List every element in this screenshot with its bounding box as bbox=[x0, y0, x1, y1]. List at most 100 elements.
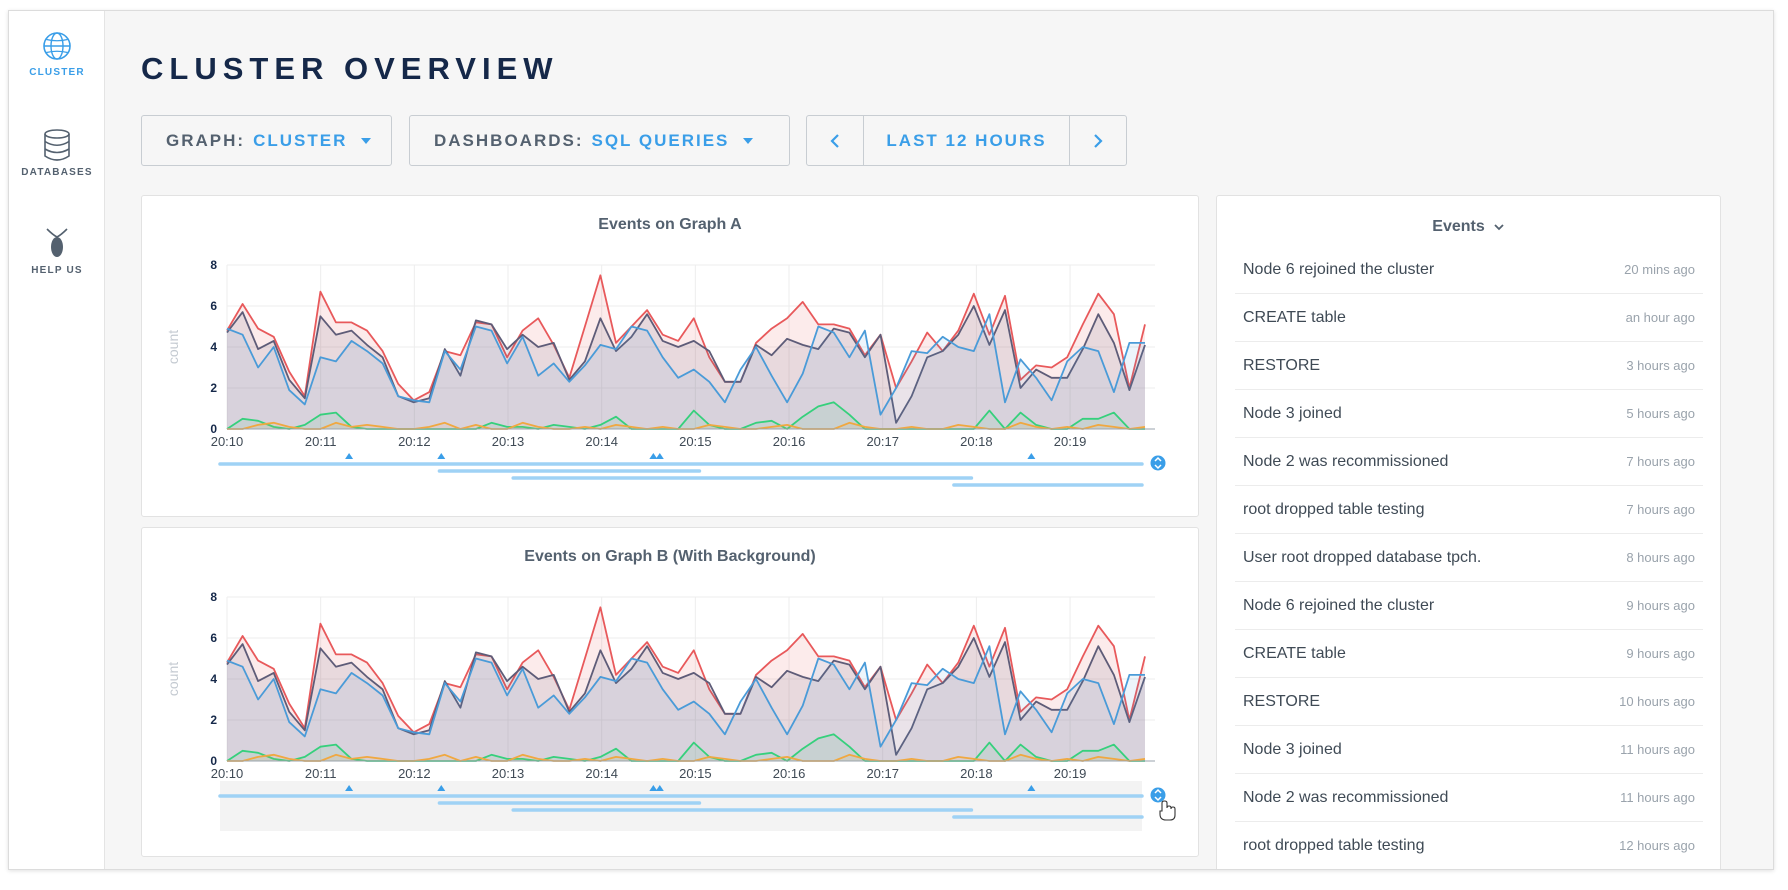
series-area-green bbox=[227, 734, 1145, 761]
event-row[interactable]: RESTORE 10 hours ago bbox=[1235, 678, 1703, 726]
timeline-marker[interactable] bbox=[345, 785, 354, 791]
event-time: 7 hours ago bbox=[1626, 454, 1695, 469]
timeline-expand-icon[interactable] bbox=[1150, 455, 1166, 471]
dashboard-dropdown-label: DASHBOARDS: bbox=[434, 130, 584, 150]
y-tick-label: 4 bbox=[210, 672, 217, 686]
page-title: CLUSTER OVERVIEW bbox=[141, 51, 559, 86]
event-row[interactable]: Node 2 was recommissioned 7 hours ago bbox=[1235, 438, 1703, 486]
event-row[interactable]: root dropped table testing 7 hours ago bbox=[1235, 486, 1703, 534]
nav-item-databases[interactable]: DATABASES bbox=[9, 129, 105, 178]
nav-label-cluster: CLUSTER bbox=[29, 67, 85, 78]
y-tick-label: 8 bbox=[210, 258, 217, 272]
x-tick-label: 20:13 bbox=[492, 434, 525, 449]
event-row[interactable]: CREATE table an hour ago bbox=[1235, 294, 1703, 342]
series-area-purple bbox=[227, 306, 1145, 429]
event-row[interactable]: Node 6 rejoined the cluster 20 mins ago bbox=[1235, 246, 1703, 294]
timeline-marker[interactable] bbox=[437, 453, 446, 459]
caret-down-icon bbox=[361, 137, 372, 144]
timeline-marker[interactable] bbox=[1027, 453, 1036, 459]
event-text: CREATE table bbox=[1243, 644, 1346, 662]
x-tick-label: 20:15 bbox=[679, 766, 712, 781]
timeline-expand-icon[interactable] bbox=[1150, 787, 1166, 803]
nav-label-databases: DATABASES bbox=[21, 167, 93, 178]
event-row[interactable]: root dropped table testing 12 hours ago bbox=[1235, 822, 1703, 869]
event-row[interactable]: Node 3 joined 11 hours ago bbox=[1235, 726, 1703, 774]
event-row[interactable]: Node 6 rejoined the cluster 9 hours ago bbox=[1235, 582, 1703, 630]
y-axis-label: count bbox=[165, 330, 181, 364]
event-time: 5 hours ago bbox=[1626, 406, 1695, 421]
event-time: 9 hours ago bbox=[1626, 598, 1695, 613]
series-line-blue[interactable] bbox=[226, 645, 1145, 748]
series-area-red bbox=[227, 607, 1145, 761]
hand-cursor-icon bbox=[1159, 800, 1176, 821]
graph-a-chart[interactable]: 0 2 4 6 8 20:10 20:11 20:12 20:13 20:14 20:15 20:16… bbox=[142, 196, 1200, 518]
sidebar: CLUSTER DATABASES HELP US bbox=[9, 11, 105, 869]
timeline-marker[interactable] bbox=[345, 453, 354, 459]
event-text: Node 2 was recommissioned bbox=[1243, 452, 1449, 470]
chevron-down-icon bbox=[1494, 224, 1504, 231]
event-row[interactable]: User root dropped database tpch. 8 hours … bbox=[1235, 534, 1703, 582]
timeline-marker[interactable] bbox=[649, 453, 658, 459]
timeline-marker[interactable] bbox=[437, 785, 446, 791]
dashboard-dropdown[interactable]: DASHBOARDS: SQL QUERIES bbox=[409, 115, 790, 166]
events-panel-title: Events bbox=[1432, 218, 1485, 235]
y-tick-label: 0 bbox=[210, 754, 217, 768]
x-tick-label: 20:12 bbox=[398, 766, 431, 781]
x-tick-label: 20:18 bbox=[960, 434, 993, 449]
event-time: an hour ago bbox=[1625, 310, 1695, 325]
graph-dropdown[interactable]: GRAPH: CLUSTER bbox=[141, 115, 392, 166]
series-area-red bbox=[227, 275, 1145, 429]
y-tick-label: 4 bbox=[210, 340, 217, 354]
events-panel-header[interactable]: Events bbox=[1217, 218, 1720, 236]
event-row[interactable]: RESTORE 3 hours ago bbox=[1235, 342, 1703, 390]
database-icon bbox=[44, 129, 70, 161]
event-text: Node 2 was recommissioned bbox=[1243, 788, 1449, 806]
x-tick-label: 20:10 bbox=[211, 766, 244, 781]
time-range-next-button[interactable] bbox=[1070, 116, 1126, 165]
chevron-right-icon bbox=[1094, 133, 1103, 148]
event-time: 11 hours ago bbox=[1620, 742, 1695, 757]
dashboard-dropdown-value: SQL QUERIES bbox=[591, 130, 730, 150]
nav-label-help-us: HELP US bbox=[31, 265, 83, 276]
nav-item-cluster[interactable]: CLUSTER bbox=[9, 31, 105, 78]
series-line-purple[interactable] bbox=[226, 637, 1146, 756]
x-tick-label: 20:11 bbox=[305, 434, 337, 449]
x-tick-label: 20:12 bbox=[398, 434, 431, 449]
y-tick-label: 6 bbox=[210, 631, 217, 645]
timeline-marker[interactable] bbox=[649, 785, 658, 791]
event-text: Node 3 joined bbox=[1243, 404, 1342, 422]
y-tick-label: 8 bbox=[210, 590, 217, 604]
event-row[interactable]: CREATE table 9 hours ago bbox=[1235, 630, 1703, 678]
event-row[interactable]: Node 3 joined 5 hours ago bbox=[1235, 390, 1703, 438]
graph-dropdown-value: CLUSTER bbox=[253, 130, 348, 150]
x-tick-label: 20:10 bbox=[211, 434, 244, 449]
x-tick-label: 20:19 bbox=[1054, 766, 1087, 781]
event-text: User root dropped database tpch. bbox=[1243, 548, 1482, 566]
timeline-marker[interactable] bbox=[655, 453, 664, 459]
y-tick-label: 2 bbox=[210, 381, 217, 395]
event-row[interactable]: Node 2 was recommissioned 11 hours ago bbox=[1235, 774, 1703, 822]
app-window: CLUSTER DATABASES HELP US CLUSTER OVERVI… bbox=[8, 10, 1774, 870]
event-time: 11 hours ago bbox=[1620, 790, 1695, 805]
timeline-marker[interactable] bbox=[1027, 785, 1036, 791]
y-tick-label: 2 bbox=[210, 713, 217, 727]
time-range-selector: LAST 12 HOURS bbox=[806, 115, 1127, 166]
timeline-marker[interactable] bbox=[655, 785, 664, 791]
time-range-prev-button[interactable] bbox=[807, 116, 863, 165]
x-tick-label: 20:13 bbox=[492, 766, 525, 781]
caret-down-icon bbox=[743, 137, 754, 144]
graph-b-chart[interactable]: 0 2 4 6 8 20:10 20:11 20:12 20:13 20:14 20:15 20:16… bbox=[142, 528, 1200, 858]
x-tick-label: 20:18 bbox=[960, 766, 993, 781]
event-text: Node 6 rejoined the cluster bbox=[1243, 260, 1435, 278]
series-line-purple[interactable] bbox=[226, 305, 1146, 424]
event-time: 7 hours ago bbox=[1626, 502, 1695, 517]
time-range-label[interactable]: LAST 12 HOURS bbox=[863, 116, 1070, 165]
y-tick-label: 6 bbox=[210, 299, 217, 313]
nav-item-help-us[interactable]: HELP US bbox=[9, 227, 105, 276]
globe-icon bbox=[43, 32, 71, 60]
events-panel: Events Node 6 rejoined the cluster 20 min… bbox=[1216, 195, 1721, 869]
x-tick-label: 20:16 bbox=[773, 434, 806, 449]
series-line-blue[interactable] bbox=[226, 313, 1145, 416]
events-list: Node 6 rejoined the cluster 20 mins ago CR… bbox=[1235, 246, 1703, 869]
graph-dropdown-label: GRAPH: bbox=[166, 130, 246, 150]
